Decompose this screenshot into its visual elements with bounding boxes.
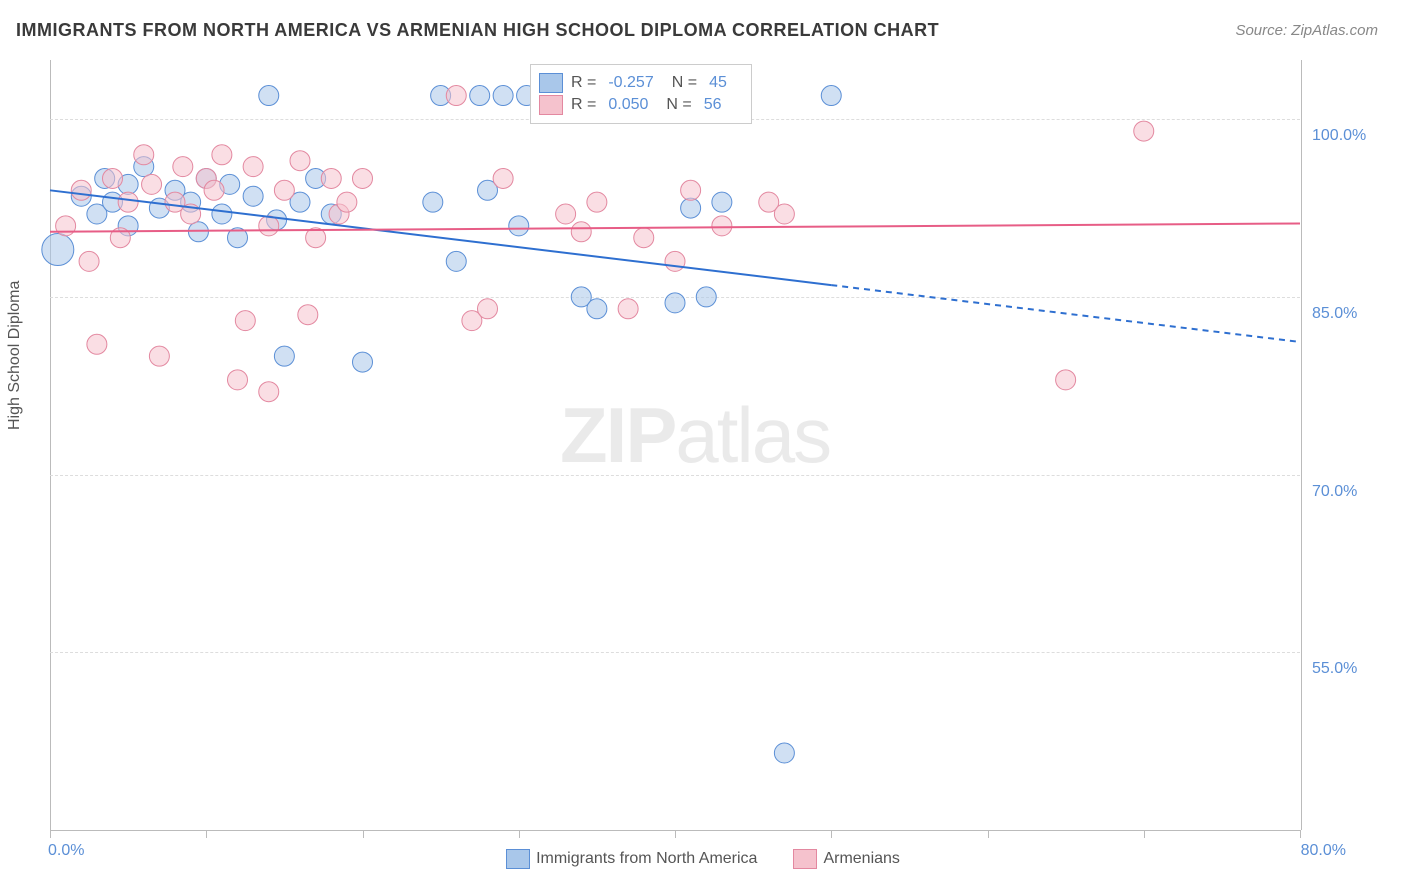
data-point (142, 174, 162, 194)
x-tick (675, 830, 676, 838)
data-point (259, 382, 279, 402)
y-tick-label: 55.0% (1312, 660, 1357, 678)
legend-series-item: Armenians (793, 849, 899, 869)
x-tick (831, 830, 832, 838)
data-point (1056, 370, 1076, 390)
data-point (446, 251, 466, 271)
legend-n-label: N = (672, 74, 697, 92)
data-point (259, 216, 279, 236)
legend-series-label: Immigrants from North America (536, 850, 757, 868)
data-point (1134, 121, 1154, 141)
data-point (337, 192, 357, 212)
data-point (587, 192, 607, 212)
data-point (665, 293, 685, 313)
data-point (353, 352, 373, 372)
data-point (103, 168, 123, 188)
data-point (274, 180, 294, 200)
legend-swatch (539, 73, 563, 93)
scatter-plot-svg (50, 60, 1300, 830)
chart-right-border (1301, 60, 1302, 830)
data-point (509, 216, 529, 236)
chart-title: IMMIGRANTS FROM NORTH AMERICA VS ARMENIA… (16, 20, 939, 41)
data-point (243, 186, 263, 206)
legend-stats-row: R = -0.257 N = 45 (539, 73, 737, 93)
data-point (712, 216, 732, 236)
x-tick (206, 830, 207, 838)
data-point (42, 234, 74, 266)
legend-r-value: -0.257 (608, 74, 653, 92)
data-point (618, 299, 638, 319)
data-point (149, 346, 169, 366)
data-point (681, 198, 701, 218)
trend-line-extrapolated (831, 285, 1300, 342)
data-point (493, 86, 513, 106)
data-point (681, 180, 701, 200)
y-tick-label: 100.0% (1312, 127, 1366, 145)
x-tick (988, 830, 989, 838)
data-point (204, 180, 224, 200)
x-tick (1300, 830, 1301, 838)
data-point (79, 251, 99, 271)
legend-stats-box: R = -0.257 N = 45 R = 0.050 N = 56 (530, 64, 752, 124)
y-axis-label: High School Diploma (6, 281, 24, 430)
data-point (665, 251, 685, 271)
data-point (212, 145, 232, 165)
data-point (493, 168, 513, 188)
data-point (87, 334, 107, 354)
legend-swatch (793, 849, 817, 869)
data-point (259, 86, 279, 106)
source-attribution: Source: ZipAtlas.com (1235, 22, 1378, 39)
legend-series: Immigrants from North America Armenians (0, 849, 1406, 874)
data-point (821, 86, 841, 106)
legend-n-label: N = (666, 96, 691, 114)
legend-r-label: R = (571, 74, 596, 92)
legend-series-item: Immigrants from North America (506, 849, 757, 869)
x-tick (1144, 830, 1145, 838)
data-point (774, 743, 794, 763)
data-point (290, 151, 310, 171)
data-point (446, 86, 466, 106)
legend-n-value: 45 (709, 74, 727, 92)
data-point (243, 157, 263, 177)
y-tick-label: 85.0% (1312, 305, 1357, 323)
data-point (71, 180, 91, 200)
data-point (774, 204, 794, 224)
data-point (56, 216, 76, 236)
y-tick-label: 70.0% (1312, 483, 1357, 501)
legend-swatch (539, 95, 563, 115)
x-tick (50, 830, 51, 838)
data-point (235, 311, 255, 331)
data-point (228, 370, 248, 390)
data-point (696, 287, 716, 307)
data-point (571, 222, 591, 242)
data-point (712, 192, 732, 212)
legend-r-label: R = (571, 96, 596, 114)
x-tick (363, 830, 364, 838)
data-point (118, 192, 138, 212)
data-point (556, 204, 576, 224)
data-point (212, 204, 232, 224)
x-tick (519, 830, 520, 838)
legend-series-label: Armenians (823, 850, 899, 868)
legend-r-value: 0.050 (608, 96, 648, 114)
data-point (423, 192, 443, 212)
legend-stats-row: R = 0.050 N = 56 (539, 95, 737, 115)
legend-swatch (506, 849, 530, 869)
data-point (134, 145, 154, 165)
data-point (274, 346, 294, 366)
legend-n-value: 56 (704, 96, 722, 114)
data-point (353, 168, 373, 188)
data-point (587, 299, 607, 319)
data-point (298, 305, 318, 325)
data-point (634, 228, 654, 248)
data-point (173, 157, 193, 177)
data-point (321, 168, 341, 188)
data-point (470, 86, 490, 106)
data-point (478, 299, 498, 319)
